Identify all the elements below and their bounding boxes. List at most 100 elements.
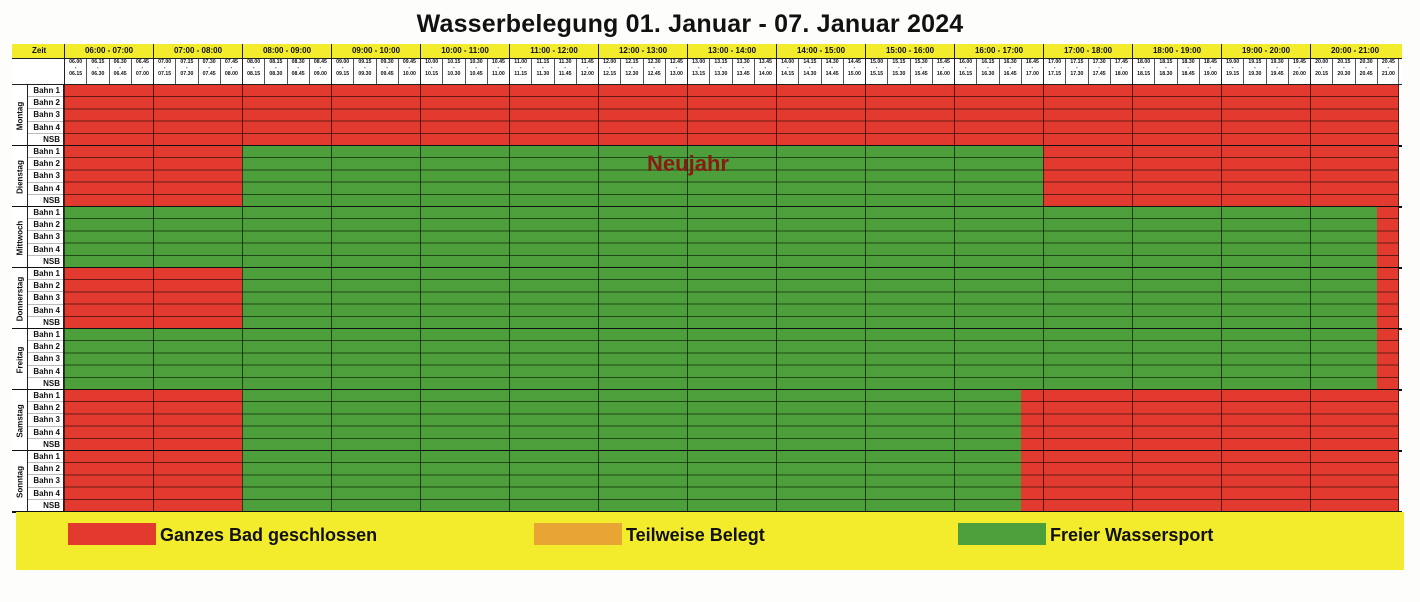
lane-label: Bahn 2 xyxy=(28,280,63,293)
hour-header: 06:00 - 07:00 xyxy=(64,44,153,58)
day-name: Sonntag xyxy=(12,451,28,512)
occupancy-band-closed xyxy=(64,85,1399,146)
lane-label: Bahn 2 xyxy=(28,463,63,476)
day-row: Freitag Bahn 1 Bahn 2 Bahn 3 Bahn 4 NSB xyxy=(12,329,1402,390)
lane-label: Bahn 1 xyxy=(28,207,63,220)
slot-header: 11.15-11.30 xyxy=(531,59,553,84)
slot-header: 14.15-14.30 xyxy=(798,59,820,84)
slot-header: 20.30-20.45 xyxy=(1354,59,1377,84)
lane-label: Bahn 3 xyxy=(28,170,63,183)
day-name: Samstag xyxy=(12,390,28,451)
slot-header: 16.15-16.30 xyxy=(976,59,998,84)
day-name: Montag xyxy=(12,85,28,146)
slot-header: 11.45-12.00 xyxy=(575,59,598,84)
hour-gridline xyxy=(954,58,955,512)
hour-header: 09:00 - 10:00 xyxy=(331,44,420,58)
lane-label: Bahn 4 xyxy=(28,183,63,195)
slot-header: 14.45-15.00 xyxy=(842,59,865,84)
occupancy-band-closed xyxy=(1376,268,1399,329)
hour-header: 17:00 - 18:00 xyxy=(1043,44,1132,58)
lane-label: Bahn 2 xyxy=(28,158,63,171)
day-name: Donnerstag xyxy=(12,268,28,329)
slot-header: 14.30-14.45 xyxy=(820,59,843,84)
lane-labels: Bahn 1 Bahn 2 Bahn 3 Bahn 4 NSB xyxy=(28,268,64,329)
lane-label: Bahn 1 xyxy=(28,329,63,342)
slot-header: 19.00-19.15 xyxy=(1221,59,1243,84)
day-name: Mittwoch xyxy=(12,207,28,268)
day-row: Sonntag Bahn 1 Bahn 2 Bahn 3 Bahn 4 NSB xyxy=(12,451,1402,512)
slot-header: 07.30-07.45 xyxy=(197,59,220,84)
hour-header: 08:00 - 09:00 xyxy=(242,44,331,58)
holiday-label: Neujahr xyxy=(510,146,866,182)
slot-header: 15.15-15.30 xyxy=(887,59,909,84)
slot-header: 13.45-14.00 xyxy=(753,59,776,84)
lane-label: Bahn 1 xyxy=(28,146,63,159)
hour-header: 16:00 - 17:00 xyxy=(954,44,1043,58)
slot-header: 06.30-06.45 xyxy=(108,59,131,84)
lane-labels: Bahn 1 Bahn 2 Bahn 3 Bahn 4 NSB xyxy=(28,390,64,451)
occupancy-band-closed xyxy=(1376,329,1399,390)
lane-labels: Bahn 1 Bahn 2 Bahn 3 Bahn 4 NSB xyxy=(28,329,64,390)
slot-header: 06.45-07.00 xyxy=(130,59,153,84)
legend-item-partial: Teilweise Belegt xyxy=(534,523,834,547)
slot-header: 12.00-12.15 xyxy=(598,59,620,84)
slot-header: 16.30-16.45 xyxy=(998,59,1021,84)
hour-header: 19:00 - 20:00 xyxy=(1221,44,1310,58)
lane-label: Bahn 3 xyxy=(28,414,63,427)
hour-gridline xyxy=(509,58,510,512)
lane-label: NSB xyxy=(43,134,60,144)
slot-header: 06.00-06.15 xyxy=(64,59,86,84)
slot-header: 17.45-18.00 xyxy=(1109,59,1132,84)
lane-label: Bahn 3 xyxy=(28,475,63,488)
lane-label: Bahn 2 xyxy=(28,402,63,415)
slot-header: 20.00-20.15 xyxy=(1310,59,1332,84)
lane-label: Bahn 4 xyxy=(28,488,63,500)
slot-header: 13.15-13.30 xyxy=(709,59,731,84)
lane-label: Bahn 4 xyxy=(28,305,63,317)
lane-label: Bahn 4 xyxy=(28,427,63,439)
legend-label-partial: Teilweise Belegt xyxy=(626,525,765,545)
lane-label: Bahn 4 xyxy=(28,122,63,134)
lane-labels: Bahn 1 Bahn 2 Bahn 3 Bahn 4 NSB xyxy=(28,146,64,207)
slot-header: 15.00-15.15 xyxy=(865,59,887,84)
lane-label: Bahn 3 xyxy=(28,353,63,366)
slot-header: 11.00-11.15 xyxy=(509,59,531,84)
lane-label: Bahn 1 xyxy=(28,451,63,464)
slot-header: 18.45-19.00 xyxy=(1198,59,1221,84)
occupancy-band-closed xyxy=(1020,390,1399,451)
hour-header: 07:00 - 08:00 xyxy=(153,44,242,58)
legend-label-free: Freier Wassersport xyxy=(1050,525,1214,545)
slot-header: 15.30-15.45 xyxy=(909,59,932,84)
legend-swatch-partial xyxy=(534,523,622,545)
slot-header: 11.30-11.45 xyxy=(553,59,576,84)
hour-header: 18:00 - 19:00 xyxy=(1132,44,1221,58)
slot-header: 18.15-18.30 xyxy=(1154,59,1176,84)
hour-header: 10:00 - 11:00 xyxy=(420,44,509,58)
slot-header: 19.45-20.00 xyxy=(1287,59,1310,84)
hour-gridline xyxy=(242,58,243,512)
lane-label: NSB xyxy=(43,439,60,449)
slot-header: 07.15-07.30 xyxy=(175,59,197,84)
day-row: Donnerstag Bahn 1 Bahn 2 Bahn 3 Bahn 4 NSB xyxy=(12,268,1402,329)
hour-gridline xyxy=(598,58,599,512)
slot-header: 06.15-06.30 xyxy=(86,59,108,84)
hour-header: 11:00 - 12:00 xyxy=(509,44,598,58)
lane-label: Bahn 3 xyxy=(28,292,63,305)
slot-header: 19.30-19.45 xyxy=(1265,59,1288,84)
lane-label: NSB xyxy=(43,256,60,266)
slot-header: 16.45-17.00 xyxy=(1020,59,1043,84)
lane-label: NSB xyxy=(43,317,60,327)
lane-labels: Bahn 1 Bahn 2 Bahn 3 Bahn 4 NSB xyxy=(28,85,64,146)
slot-header: 18.30-18.45 xyxy=(1176,59,1199,84)
slot-header: 10.45-11.00 xyxy=(486,59,509,84)
slot-header: 18.00-18.15 xyxy=(1132,59,1154,84)
slot-header: 19.15-19.30 xyxy=(1243,59,1265,84)
slot-header: 09.15-09.30 xyxy=(353,59,375,84)
legend-item-closed: Ganzes Bad geschlossen xyxy=(68,523,428,547)
hour-header: 15:00 - 16:00 xyxy=(865,44,954,58)
lane-label: NSB xyxy=(43,378,60,388)
slot-header: 16.00-16.15 xyxy=(954,59,976,84)
slot-header-row: 06.00-06.15 06.15-06.30 06.30-06.45 06.45-0… xyxy=(12,58,1402,85)
occupancy-band-free xyxy=(242,451,1021,512)
legend-item-free: Freier Wassersport xyxy=(958,523,1278,547)
